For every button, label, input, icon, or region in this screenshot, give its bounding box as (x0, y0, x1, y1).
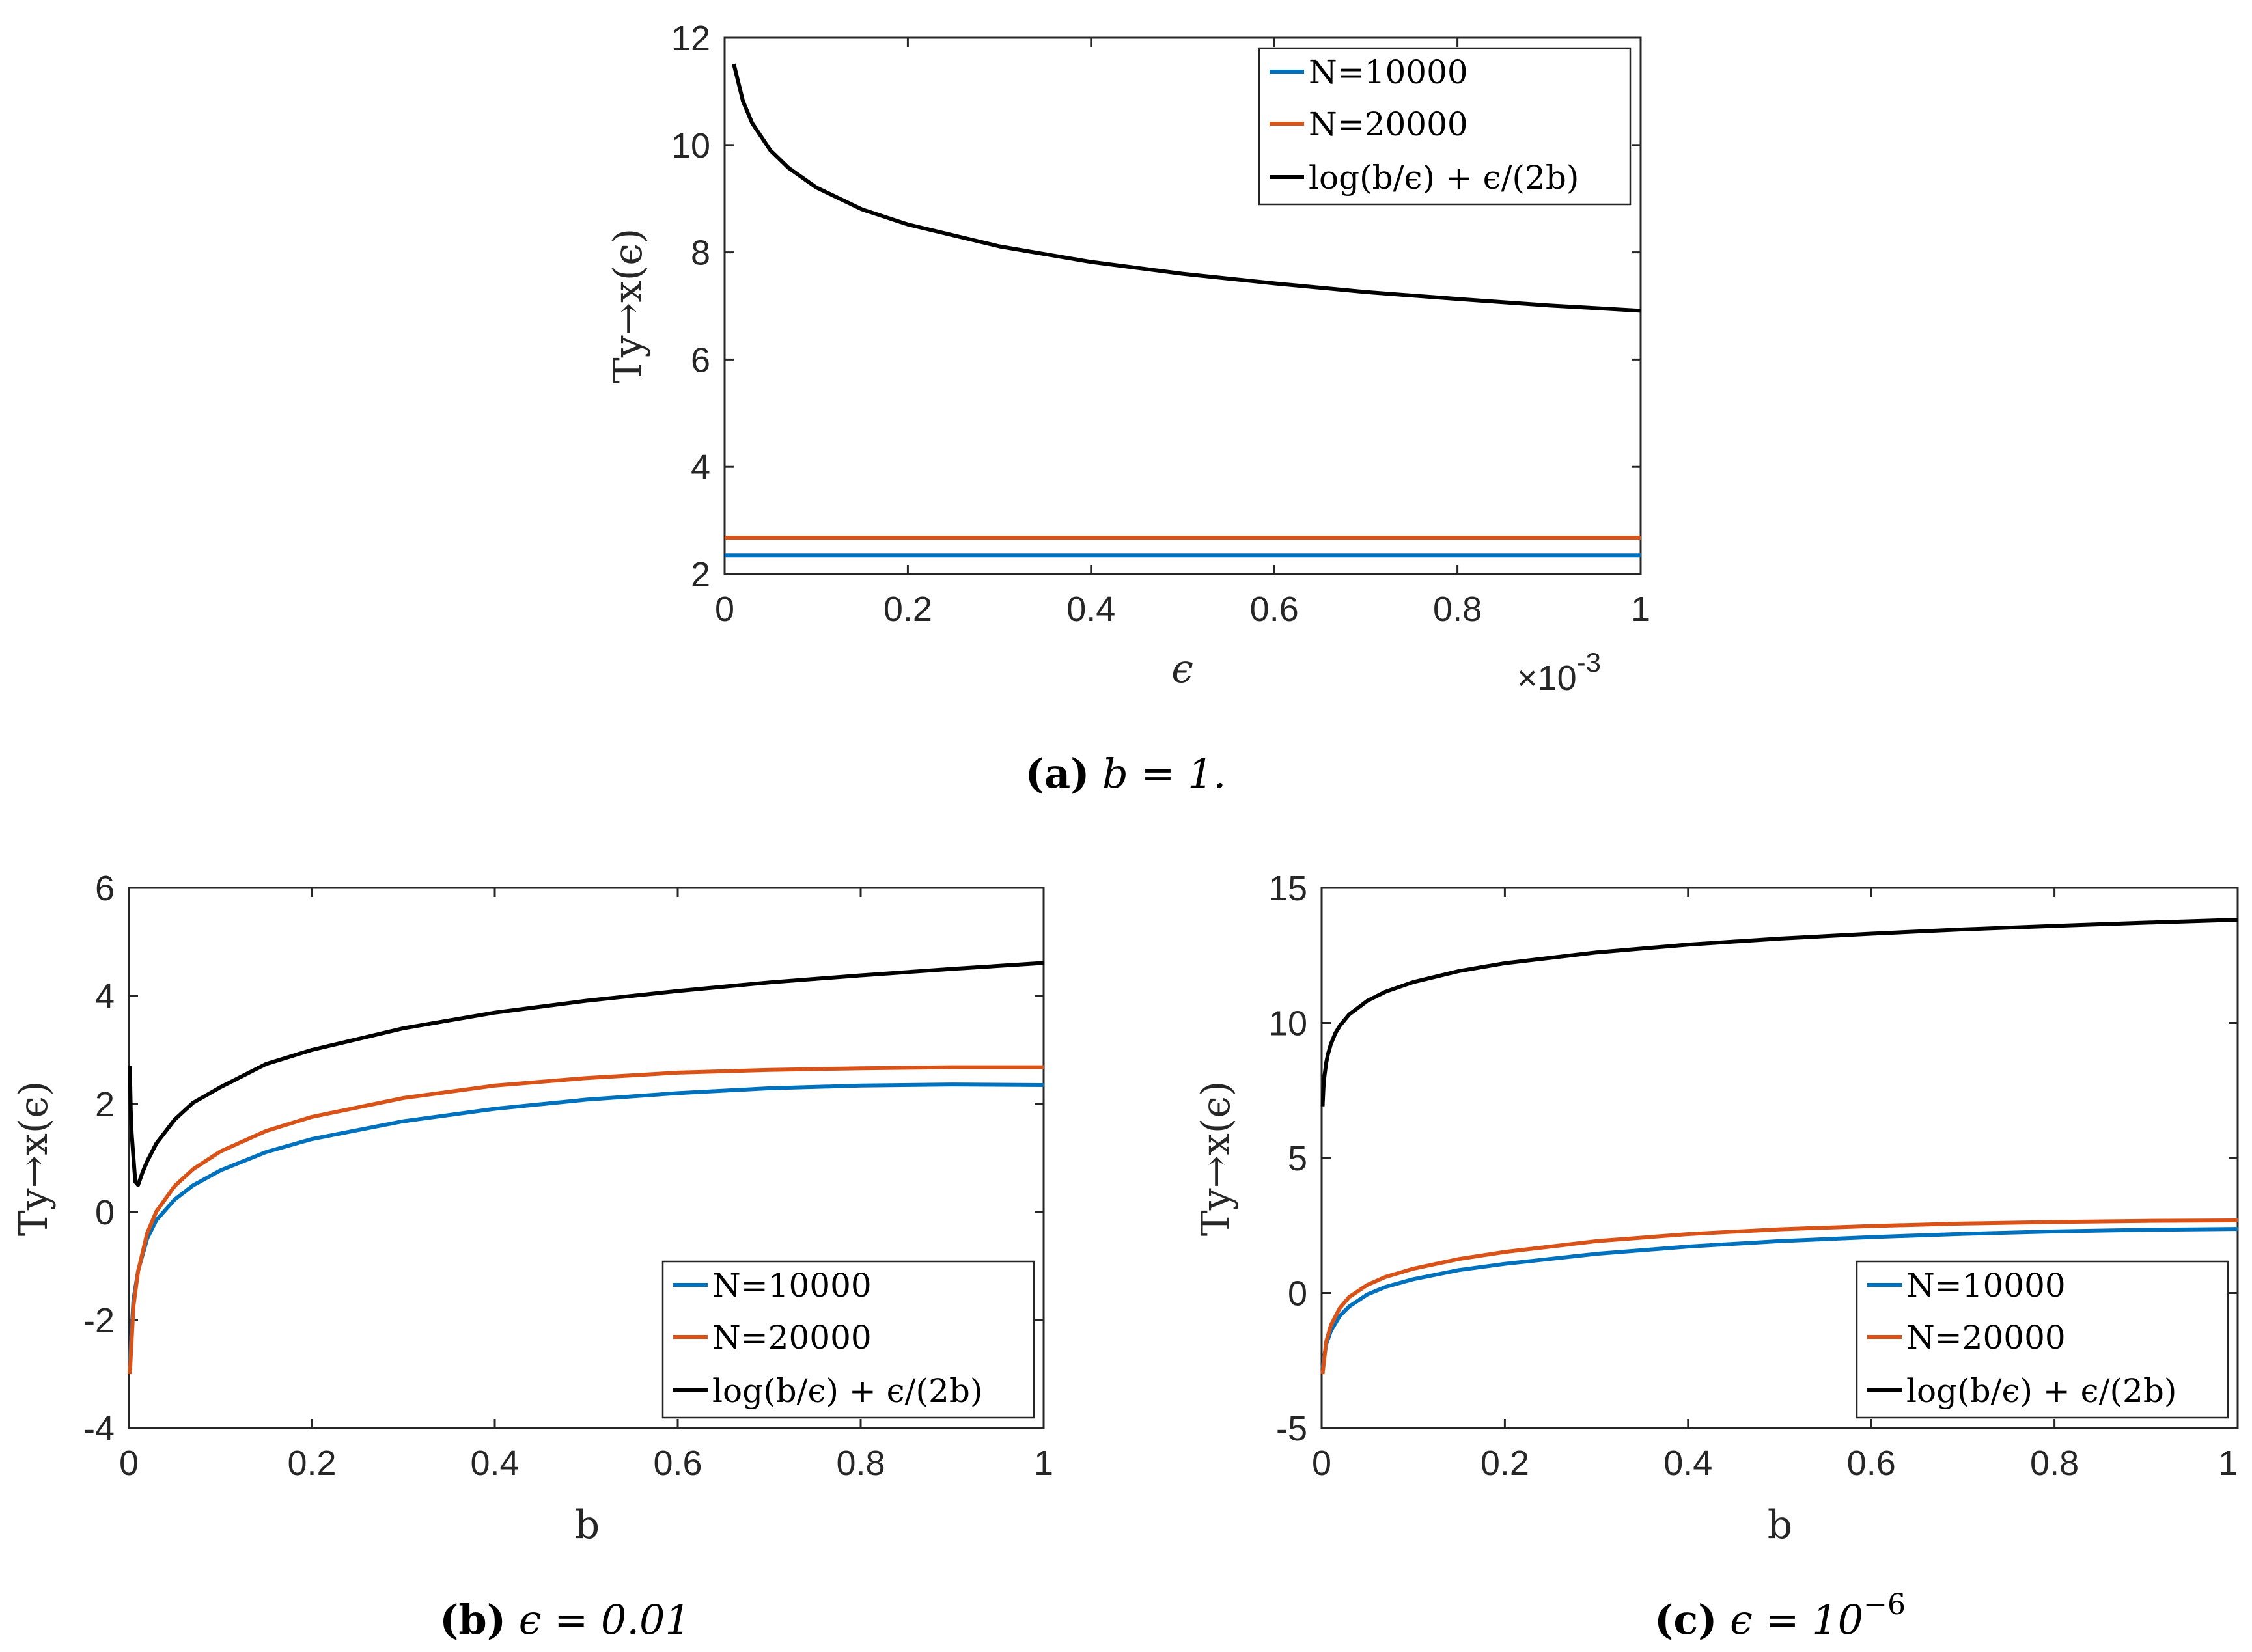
x-exponent-power: -3 (1577, 647, 1601, 678)
y-tick-label: 10 (671, 126, 710, 165)
caption-b: (b) ϵ = 0.01 (439, 1596, 691, 1644)
series-line-n20000 (128, 1065, 1044, 1375)
x-tick-label: 0.4 (470, 1444, 519, 1483)
caption-text: b = 1. (1089, 750, 1226, 797)
x-tick-labels-c: 0 0.2 0.4 0.6 0.8 1 (1312, 1444, 2238, 1483)
legend-label: log(b/ϵ) + ϵ/(2b) (1906, 1372, 2176, 1410)
legend-box (1258, 47, 1632, 206)
caption-text: ϵ = 10 (1717, 1596, 1863, 1644)
y-tick-label: 4 (95, 977, 115, 1016)
y-tick-labels-a: 2 4 6 8 10 12 (671, 19, 710, 594)
x-tick-label: 0.6 (1847, 1444, 1896, 1483)
caption-a: (a) b = 1. (1025, 750, 1227, 797)
legend-label: N=20000 (712, 1319, 872, 1356)
y-axis-label: Ty→x(ϵ) (1193, 1081, 1239, 1236)
x-tick-label: 0.2 (1480, 1444, 1529, 1483)
y-tick-label: 2 (691, 555, 710, 594)
y-tick-label: 0 (95, 1193, 115, 1232)
x-tick-label: 0.4 (1066, 590, 1115, 629)
x-tick-labels-b: 0 0.2 0.4 0.6 0.8 1 (119, 1444, 1053, 1483)
x-tick-label: 0.8 (1433, 590, 1482, 629)
series-line-formula (732, 63, 1641, 313)
x-tick-label: 0.2 (287, 1444, 336, 1483)
caption-text: ϵ = 0.01 (506, 1596, 691, 1644)
x-tick-label: 0 (715, 590, 734, 629)
caption-c: (c) ϵ = 10−6 (1654, 1588, 1906, 1644)
y-tick-labels-b: -4 -2 0 2 4 6 (83, 869, 115, 1448)
y-tick-labels-c: -5 0 5 10 15 (1268, 869, 1307, 1448)
x-tick-label: 0 (1312, 1444, 1331, 1483)
x-axis-label: b (575, 1502, 600, 1548)
y-tick-label: 15 (1268, 869, 1307, 908)
legend-label: log(b/ϵ) + ϵ/(2b) (712, 1372, 982, 1410)
y-tick-label: 6 (691, 340, 710, 379)
x-tick-label: 0.2 (883, 590, 932, 629)
legend-label: N=10000 (1906, 1267, 2066, 1304)
y-axis-label: Ty→x(ϵ) (11, 1081, 57, 1236)
panel-a: 0 0.2 0.4 0.6 0.8 1 2 4 6 8 10 12 ϵ ×10-… (605, 19, 1650, 797)
panel-b: 0 0.2 0.4 0.6 0.8 1 -4 -2 0 2 4 6 b Ty→x… (11, 869, 1053, 1644)
caption-letter: (c) (1654, 1596, 1717, 1644)
y-tick-label: 4 (691, 448, 710, 487)
legend-b: N=10000 N=20000 log(b/ϵ) + ϵ/(2b) (661, 1260, 1035, 1419)
series-line-n20000 (1320, 1218, 2238, 1375)
x-tick-label: 0.8 (2030, 1444, 2079, 1483)
x-axis-label: ϵ (1171, 646, 1193, 692)
series-lines-c (1320, 918, 2238, 1375)
series-line-formula (1320, 918, 2238, 1107)
panel-c: 0 0.2 0.4 0.6 0.8 1 -5 0 5 10 15 b Ty→x(… (1193, 869, 2239, 1644)
legend-box (661, 1260, 1035, 1419)
tick-marks-a (723, 36, 1642, 575)
legend-c: N=10000 N=20000 log(b/ϵ) + ϵ/(2b) (1856, 1260, 2229, 1419)
caption-letter: (a) (1025, 750, 1090, 797)
y-tick-label: -2 (83, 1301, 115, 1340)
x-tick-label: 0.6 (1250, 590, 1299, 629)
legend-label: log(b/ϵ) + ϵ/(2b) (1309, 159, 1579, 197)
x-exponent-label: ×10-3 (1517, 647, 1601, 698)
y-tick-label: 8 (691, 234, 710, 273)
x-tick-label: 1 (1034, 1444, 1053, 1483)
x-tick-label: 0.4 (1663, 1444, 1712, 1483)
y-tick-label: -5 (1276, 1409, 1307, 1448)
x-tick-label: 0.6 (653, 1444, 702, 1483)
y-tick-label: 12 (671, 19, 710, 58)
y-tick-label: -4 (83, 1409, 115, 1448)
series-lines-a (725, 63, 1641, 558)
x-tick-label: 0.8 (836, 1444, 885, 1483)
legend-label: N=10000 (712, 1267, 872, 1304)
y-tick-label: 5 (1288, 1139, 1307, 1178)
y-axis-label: Ty→x(ϵ) (605, 228, 651, 383)
series-line-n10000 (1320, 1227, 2238, 1368)
legend-a: N=10000 N=20000 log(b/ϵ) + ϵ/(2b) (1258, 47, 1632, 206)
y-tick-label: 10 (1268, 1004, 1307, 1043)
tick-marks-c (1320, 887, 2239, 1429)
series-lines-b (128, 961, 1044, 1375)
x-tick-label: 1 (2218, 1444, 2238, 1483)
legend-label: N=10000 (1309, 53, 1468, 91)
caption-letter: (b) (439, 1596, 506, 1644)
series-line-formula (128, 961, 1044, 1187)
y-tick-label: 2 (95, 1085, 115, 1124)
legend-label: N=20000 (1906, 1319, 2066, 1356)
x-tick-label: 1 (1631, 590, 1650, 629)
legend-label: N=20000 (1309, 105, 1468, 143)
x-exponent-base: ×10 (1517, 659, 1577, 698)
y-tick-label: 6 (95, 869, 115, 908)
x-axis-label: b (1768, 1502, 1792, 1548)
y-tick-label: 0 (1288, 1274, 1307, 1314)
x-tick-label: 0 (119, 1444, 139, 1483)
caption-superscript: −6 (1863, 1588, 1906, 1621)
legend-box (1856, 1260, 2229, 1419)
x-tick-labels-a: 0 0.2 0.4 0.6 0.8 1 (715, 590, 1650, 629)
